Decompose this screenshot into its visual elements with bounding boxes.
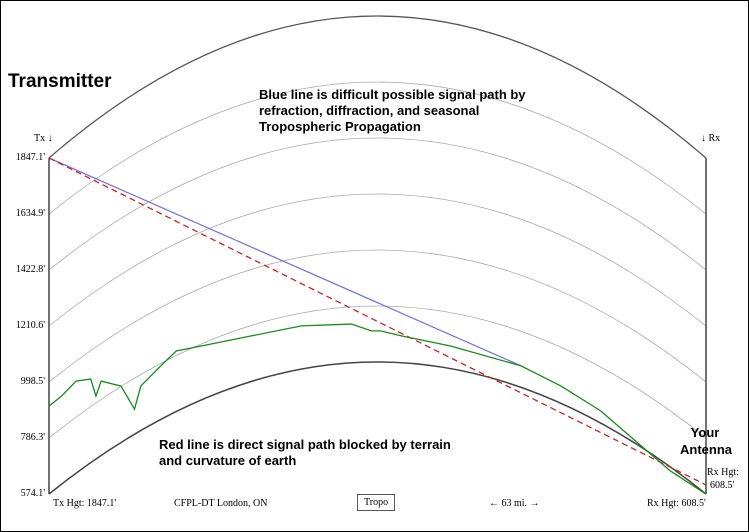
sky-arc: [48, 15, 707, 159]
rx-height: Rx Hgt: 608.5': [647, 498, 706, 509]
y-tick-label: 1847.1': [15, 152, 45, 163]
transmitter-label: Transmitter: [8, 71, 112, 92]
rx-marker: ↓ Rx: [701, 133, 721, 144]
blue-line-note: Blue line is difficult possible signal p…: [259, 87, 526, 134]
grid-arc: [48, 305, 707, 439]
station-name: CFPL-DT London, ON: [174, 498, 268, 509]
rx-height-side-label: Rx Hgt:: [707, 467, 739, 478]
earth-curve: [48, 361, 707, 495]
y-tick-label: 998.5': [20, 375, 45, 387]
distance-label: ← 63 mi. →: [489, 498, 540, 509]
y-tick-label: 786.3': [20, 431, 45, 443]
your-antenna-label: Your Antenna: [680, 425, 732, 457]
red-line-note: Red line is direct signal path blocked b…: [159, 437, 451, 468]
grid-arc: [48, 81, 707, 215]
tropo-button[interactable]: Tropo: [357, 494, 396, 511]
y-tick-label: 1422.8': [15, 263, 45, 275]
tx-marker: Tx ↓: [34, 133, 53, 144]
y-tick-label: 574.1': [20, 488, 45, 499]
grid-arc: [48, 193, 707, 327]
y-tick-label: 1210.6': [15, 320, 45, 331]
rx-height-side-value: 608.5': [710, 480, 735, 491]
y-tick-label: 1634.9': [15, 208, 45, 219]
tx-height: Tx Hgt: 1847.1': [53, 498, 117, 509]
tropo-path-line: [48, 157, 522, 367]
terrain-line: [48, 323, 707, 495]
direct-path-line: [48, 157, 707, 486]
grid-arc: [48, 249, 707, 383]
